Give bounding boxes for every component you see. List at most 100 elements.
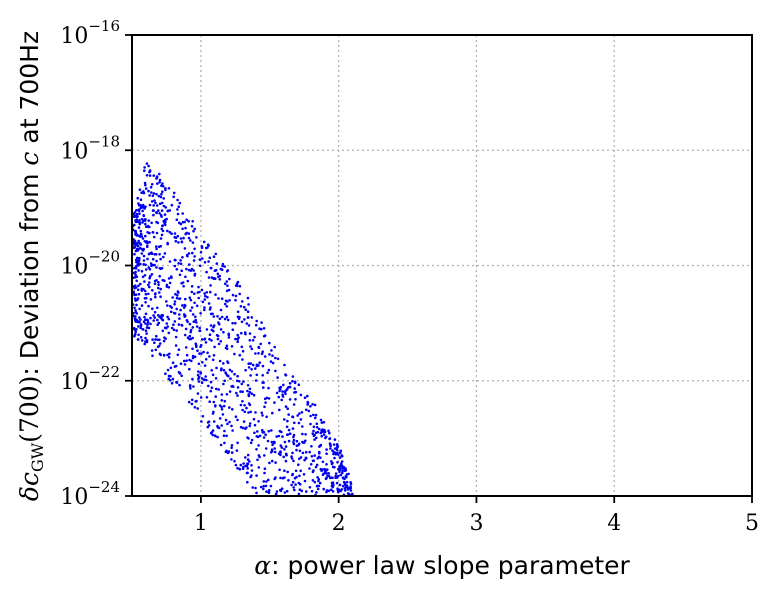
scatter-point [239,390,242,393]
scatter-point [299,393,303,397]
scatter-point [172,323,175,327]
scatter-point [200,246,204,249]
scatter-point [332,452,335,456]
scatter-point [231,328,235,332]
scatter-point [148,174,152,177]
scatter-point [211,373,215,377]
scatter-point [283,390,287,394]
scatter-point [258,434,262,438]
scatter-point [238,380,241,383]
scatter-point [153,253,156,256]
scatter-point [255,448,258,451]
scatter-point [165,300,168,303]
scatter-point [242,305,246,309]
scatter-point [222,404,226,408]
scatter-point [236,394,239,397]
scatter-point [151,257,155,261]
scatter-point [234,294,238,298]
scatter-point [220,399,224,402]
scatter-point [344,489,347,492]
scatter-point [162,204,166,208]
scatter-point [313,480,317,484]
scatter-point [152,314,155,317]
scatter-point [308,486,312,489]
scatter-point [200,257,204,260]
scatter-point [161,318,165,322]
scatter-point [209,266,213,270]
scatter-point [136,196,139,200]
scatter-point [190,402,194,406]
scatter-point [223,317,227,321]
scatter-point [135,260,138,264]
scatter-point [309,404,312,408]
scatter-point [245,322,249,325]
scatter-point [214,377,218,380]
scatter-point [144,318,147,322]
scatter-point [291,415,295,419]
scatter-point [211,433,215,437]
scatter-point [193,227,196,231]
scatter-point [190,290,194,294]
scatter-point [313,433,316,437]
scatter-point [321,428,324,432]
scatter-point [161,182,164,185]
scatter-point [312,425,316,429]
scatter-point [137,292,141,296]
scatter-point [243,331,247,334]
scatter-point [132,290,135,294]
scatter-point [287,479,290,482]
scatter-point [241,358,244,361]
scatter-point [212,420,216,423]
scatter-point [188,263,191,266]
scatter-point [273,401,276,404]
scatter-point [344,475,348,478]
scatter-point [280,446,284,449]
scatter-point [313,403,317,407]
scatter-point [341,469,344,473]
scatter-point [236,333,239,337]
scatter-point [249,410,252,414]
scatter-point [317,479,320,483]
scatter-point [132,271,136,275]
scatter-point [284,374,288,377]
scatter-point [141,209,144,213]
scatter-point [134,293,138,297]
scatter-point [275,490,279,493]
x-tick-label: 5 [745,511,759,536]
scatter-point [260,352,264,356]
scatter-point [169,310,173,314]
scatter-point [181,304,184,307]
scatter-point [343,469,347,473]
scatter-point [246,296,250,300]
scatter-point [261,350,265,354]
scatter-point [158,202,162,206]
scatter-point [249,374,252,377]
scatter-point [145,340,149,344]
scatter-point [265,490,268,493]
scatter-point [136,338,140,341]
scatter-point [309,414,312,418]
scatter-point [146,326,149,329]
scatter-point [165,217,168,221]
scatter-point [186,336,190,340]
scatter-point [283,476,286,479]
scatter-point [210,328,214,332]
scatter-point [338,468,342,472]
scatter-point [271,411,274,415]
scatter-point [258,361,262,365]
scatter-point [170,232,173,235]
scatter-point [250,474,253,477]
scatter-point [150,273,154,276]
scatter-point [138,188,142,191]
scatter-point [173,365,177,368]
scatter-point [257,466,261,469]
scatter-point [156,306,159,310]
scatter-point [268,461,271,465]
scatter-point [184,314,187,318]
scatter-point [311,403,314,406]
scatter-point [166,315,169,319]
scatter-point [226,318,230,322]
scatter-point [217,342,221,346]
scatter-point [286,419,289,423]
scatter-point [323,430,327,434]
